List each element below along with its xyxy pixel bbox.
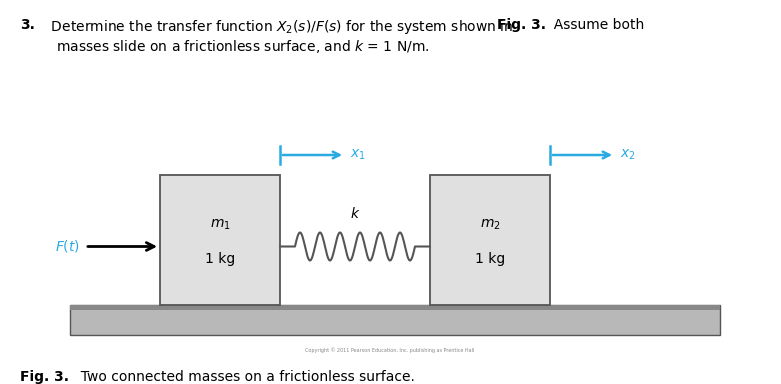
Text: $k$: $k$	[350, 205, 360, 220]
Text: Assume both: Assume both	[545, 18, 644, 32]
Bar	[160, 175, 280, 305]
Text: Determine the transfer function $X_2(s)/F(s)$ for the system shown in: Determine the transfer function $X_2(s)/…	[42, 18, 515, 36]
Text: $F(t)$: $F(t)$	[55, 238, 80, 255]
Text: 1 kg: 1 kg	[205, 253, 235, 266]
Text: masses slide on a frictionless surface, and $k$ = 1 N/m.: masses slide on a frictionless surface, …	[56, 38, 430, 55]
Text: Fig. 3.: Fig. 3.	[497, 18, 546, 32]
Bar	[70, 305, 720, 310]
Text: $x_1$: $x_1$	[350, 148, 366, 162]
Text: $m_2$: $m_2$	[480, 217, 501, 232]
Text: Fig. 3.: Fig. 3.	[20, 370, 69, 384]
Text: Copyright © 2011 Pearson Education, Inc. publishing as Prentice Hall: Copyright © 2011 Pearson Education, Inc.…	[305, 347, 475, 353]
Bar	[70, 305, 720, 335]
Text: 1 kg: 1 kg	[475, 253, 505, 266]
Bar	[430, 175, 550, 305]
Text: Two connected masses on a frictionless surface.: Two connected masses on a frictionless s…	[72, 370, 415, 384]
Text: $m_1$: $m_1$	[209, 217, 230, 232]
Text: 3.: 3.	[20, 18, 35, 32]
Text: $x_2$: $x_2$	[620, 148, 636, 162]
